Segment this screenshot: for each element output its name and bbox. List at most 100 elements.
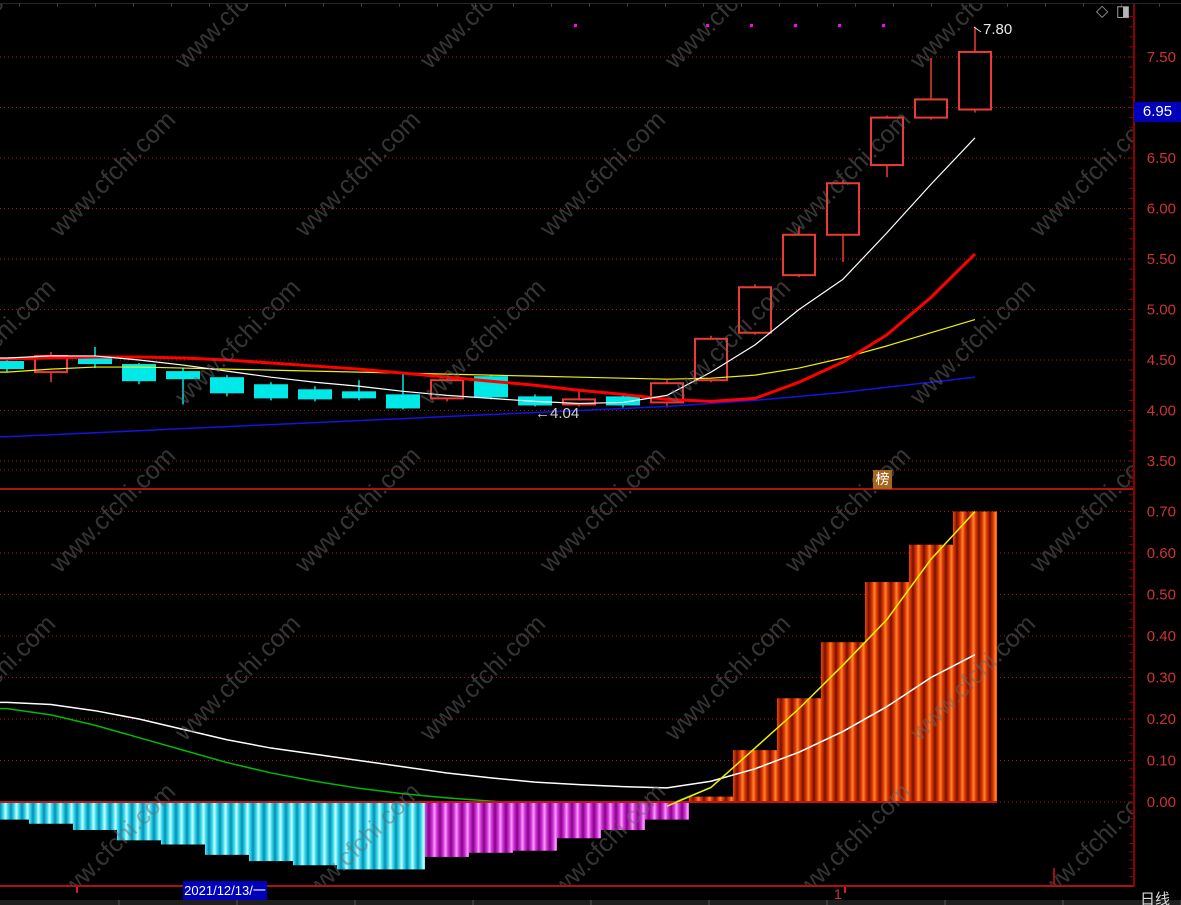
- candlestick-series[interactable]: [0, 26, 992, 410]
- axis-ticks: [1129, 16, 1133, 878]
- candle[interactable]: [210, 375, 244, 397]
- low-price-label: ←4.04: [535, 405, 580, 422]
- indicator-name-tag[interactable]: 榜: [873, 470, 892, 489]
- candle[interactable]: [430, 377, 464, 402]
- indicator-axis-label: 0.50: [1147, 587, 1176, 604]
- candle[interactable]: [606, 395, 640, 408]
- current-price-tag: 6.95: [1134, 102, 1181, 122]
- histogram-bar[interactable]: [689, 796, 733, 802]
- indicator-axis-label: 0.30: [1147, 670, 1176, 687]
- candle[interactable]: [694, 335, 728, 383]
- indicator-axis-label: 0.40: [1147, 628, 1176, 645]
- histogram-bar[interactable]: [337, 803, 381, 870]
- candle[interactable]: [914, 58, 948, 120]
- month-marker: 1: [834, 886, 842, 902]
- candle[interactable]: [738, 284, 772, 335]
- histogram-bar[interactable]: [513, 803, 557, 851]
- svg-text:www.cfchi.com: www.cfchi.com: [414, 610, 551, 747]
- histogram-bar[interactable]: [909, 544, 953, 802]
- svg-text:www.cfchi.com: www.cfchi.com: [169, 0, 306, 75]
- indicator-axis-label: 0.00: [1147, 794, 1176, 811]
- high-label-leader: [973, 26, 982, 33]
- histogram-bar[interactable]: [601, 803, 645, 830]
- histogram-bar[interactable]: [0, 803, 29, 820]
- histogram-bar[interactable]: [821, 642, 865, 802]
- svg-text:www.cfchi.com: www.cfchi.com: [0, 0, 61, 75]
- price-axis-label: 5.50: [1147, 251, 1176, 268]
- axis-labels: 7.50 6.50 6.00 5.50 5.00 4.50 4.00 3.50 0.70 0.60…: [1147, 49, 1176, 811]
- candle[interactable]: [826, 180, 860, 263]
- histogram-bar[interactable]: [953, 511, 997, 803]
- svg-text:www.cfchi.com: www.cfchi.com: [44, 442, 181, 579]
- svg-text:www.cfchi.com: www.cfchi.com: [289, 442, 426, 579]
- histogram-bar[interactable]: [733, 750, 777, 802]
- histogram-bar[interactable]: [205, 803, 249, 855]
- candle[interactable]: [782, 226, 816, 278]
- histogram-bar[interactable]: [381, 803, 425, 870]
- histogram-bar[interactable]: [469, 803, 513, 853]
- top-ruler: [0, 3, 1181, 7]
- price-axis-label: 6.00: [1147, 201, 1176, 218]
- histogram-bar[interactable]: [249, 803, 293, 862]
- price-axis-label: 5.00: [1147, 302, 1176, 319]
- svg-text:www.cfchi.com: www.cfchi.com: [779, 442, 916, 579]
- price-axis-label: 7.50: [1147, 49, 1176, 66]
- svg-text:www.cfchi.com: www.cfchi.com: [0, 274, 61, 411]
- svg-text:www.cfchi.com: www.cfchi.com: [534, 106, 671, 243]
- candle[interactable]: [342, 380, 376, 401]
- high-price-label: 7.80: [983, 21, 1013, 38]
- ind-white: [0, 654, 976, 789]
- indicator-dea-line: [0, 707, 712, 808]
- ma-yellow-line: [0, 319, 976, 380]
- indicator-axis-label: 0.20: [1147, 711, 1176, 728]
- svg-text:www.cfchi.com: www.cfchi.com: [659, 0, 796, 75]
- ma-blue-line: [0, 376, 976, 438]
- layout-split-icon[interactable]: ◨: [1116, 3, 1131, 20]
- diamond-icon[interactable]: ◇: [1096, 3, 1109, 20]
- candle[interactable]: [958, 26, 992, 113]
- candle[interactable]: [298, 386, 332, 402]
- svg-text:www.cfchi.com: www.cfchi.com: [659, 610, 796, 747]
- price-axis-label: 4.00: [1147, 403, 1176, 420]
- candle[interactable]: [166, 368, 200, 405]
- ma-white-line: [0, 137, 976, 405]
- histogram-bar[interactable]: [425, 803, 469, 857]
- price-axis-label: 3.50: [1147, 453, 1176, 470]
- price-axis-label: 4.50: [1147, 352, 1176, 369]
- histogram-bar[interactable]: [557, 803, 601, 839]
- svg-text:www.cfchi.com: www.cfchi.com: [414, 0, 551, 75]
- histogram-bar[interactable]: [865, 582, 909, 802]
- signal-dots: [574, 24, 885, 27]
- ma-red-line: [0, 252, 977, 403]
- ind-yellow: [666, 510, 976, 807]
- svg-text:www.cfchi.com: www.cfchi.com: [44, 106, 181, 243]
- histogram-bar[interactable]: [161, 803, 205, 845]
- histogram-bar[interactable]: [117, 803, 161, 841]
- price-axis-label: 6.50: [1147, 150, 1176, 167]
- svg-text:www.cfchi.com: www.cfchi.com: [904, 274, 1041, 411]
- indicator-histogram[interactable]: [0, 511, 997, 870]
- histogram-bar[interactable]: [645, 803, 689, 820]
- svg-text:www.cfchi.com: www.cfchi.com: [1149, 274, 1181, 411]
- histogram-bar[interactable]: [777, 698, 821, 802]
- svg-text:www.cfchi.com: www.cfchi.com: [0, 610, 61, 747]
- histogram-bar[interactable]: [29, 803, 73, 824]
- histogram-bar[interactable]: [293, 803, 337, 866]
- axis-frame: [0, 4, 1181, 905]
- indicator-axis-label: 0.10: [1147, 753, 1176, 770]
- candle[interactable]: [870, 115, 904, 178]
- indicator-axis-label: 0.70: [1147, 504, 1176, 521]
- svg-text:www.cfchi.com: www.cfchi.com: [169, 610, 306, 747]
- histogram-bar[interactable]: [73, 803, 117, 830]
- candle[interactable]: [254, 382, 288, 401]
- indicator-axis-label: 0.60: [1147, 545, 1176, 562]
- svg-text:www.cfchi.com: www.cfchi.com: [534, 442, 671, 579]
- date-tag[interactable]: 2021/12/13/一: [183, 881, 267, 900]
- svg-text:www.cfchi.com: www.cfchi.com: [289, 106, 426, 243]
- candle[interactable]: [122, 363, 156, 385]
- candle[interactable]: [386, 372, 420, 410]
- period-label[interactable]: 日线: [1140, 891, 1171, 905]
